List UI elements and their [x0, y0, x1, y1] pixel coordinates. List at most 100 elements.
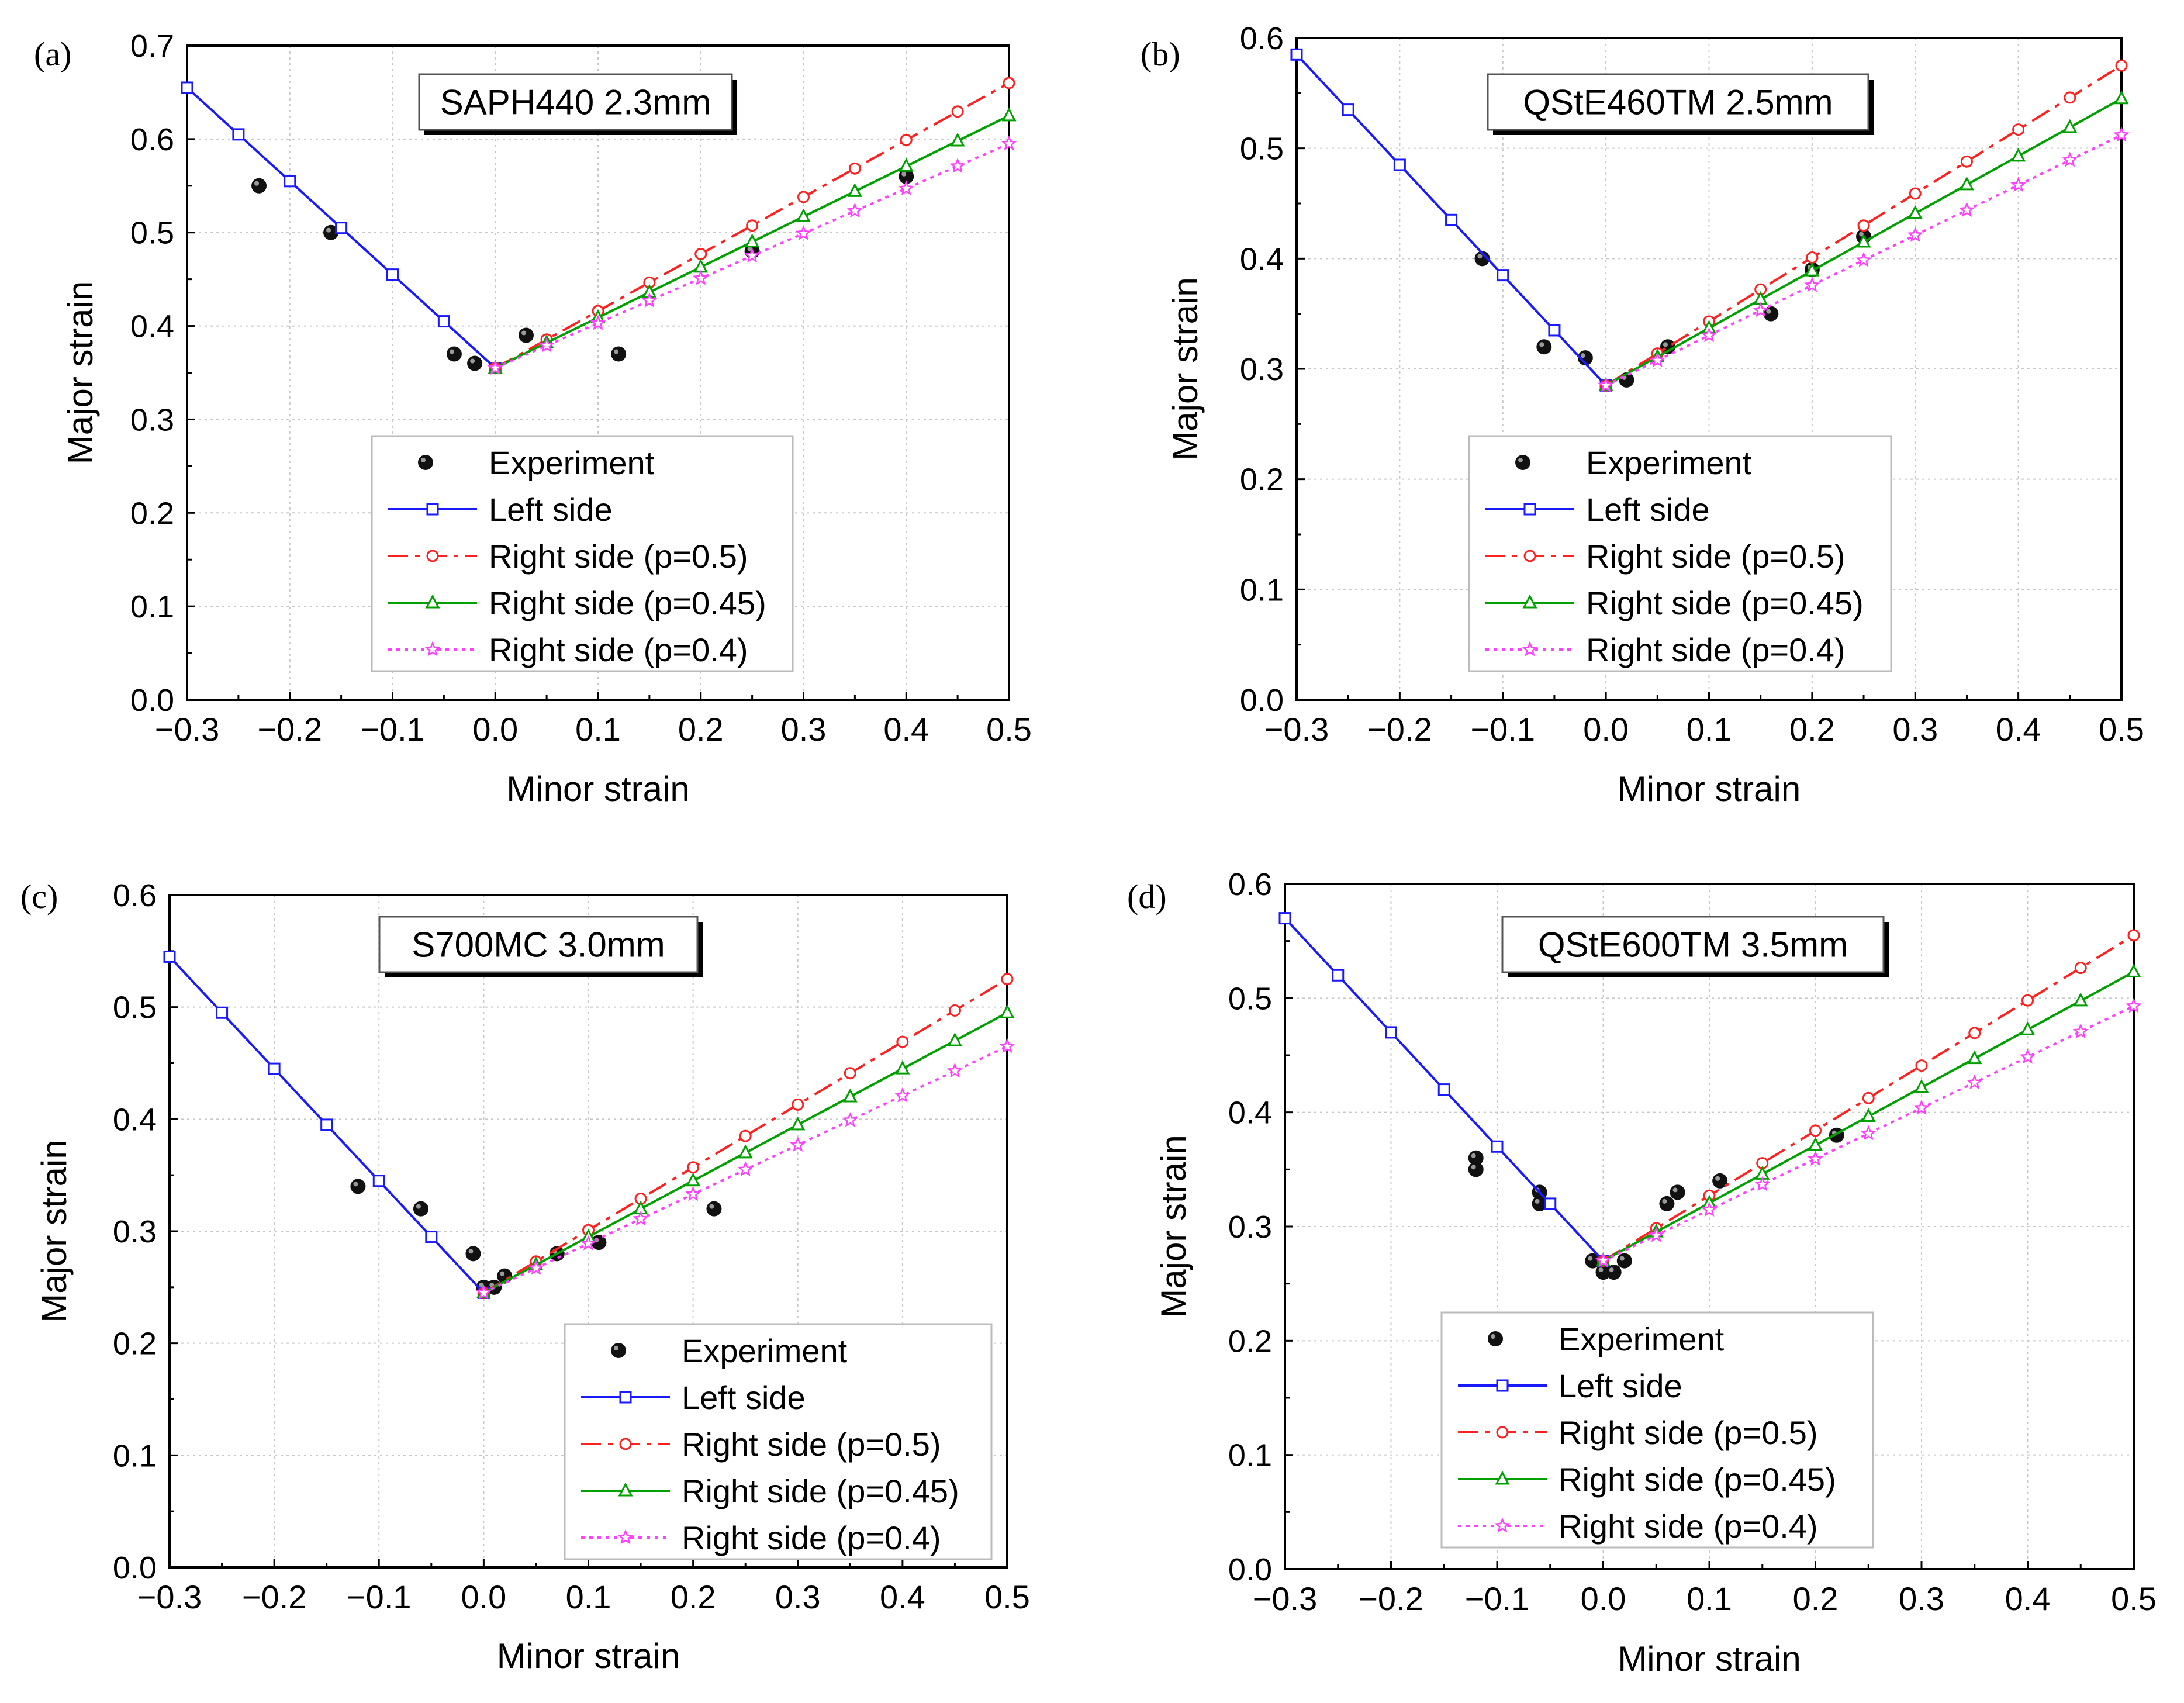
series-marker-p04	[528, 1260, 544, 1275]
series-marker-p04	[1913, 1099, 1930, 1115]
x-axis-label: Minor strain	[1618, 769, 1801, 809]
series-marker-p045	[1000, 1004, 1015, 1018]
legend-symbol	[619, 1391, 632, 1404]
y-tick-label: 0.2	[130, 496, 174, 531]
experiment-point-highlight	[1580, 353, 1585, 358]
experiment-point-highlight	[1539, 342, 1544, 347]
series-p04	[1598, 126, 2130, 392]
title-box	[1487, 73, 1869, 131]
legend-label: Experiment	[1558, 1321, 1725, 1357]
x-tick-label: 0.3	[775, 1578, 821, 1615]
legend-symbol-highlight	[614, 1346, 618, 1350]
legend-label: Right side (p=0.5)	[489, 538, 748, 575]
series-marker-p04	[846, 202, 863, 218]
experiment-point-highlight	[521, 330, 526, 336]
experiment-point	[467, 355, 483, 371]
series-marker-left	[1548, 324, 1561, 337]
series-marker-p045	[899, 157, 914, 172]
x-tick-label: −0.2	[1367, 711, 1432, 748]
series-left	[1290, 48, 1612, 392]
legend-symbol	[1522, 641, 1538, 657]
series-marker-p05	[687, 1161, 700, 1174]
legend-label: Right side (p=0.4)	[682, 1519, 941, 1556]
series-marker-p05	[1857, 219, 1870, 232]
legend-label: Right side (p=0.45)	[1558, 1461, 1836, 1498]
x-tick-label: 0.5	[2099, 711, 2144, 748]
legend-item: Right side (p=0.4)	[1458, 1508, 1818, 1545]
series-marker-p04	[737, 1161, 754, 1177]
series-marker-left	[1491, 1140, 1504, 1153]
series-marker-p05	[1915, 1059, 1928, 1072]
legend-symbol	[1515, 455, 1530, 470]
legend-symbol-highlight	[1491, 1334, 1495, 1339]
series-marker-p04	[1967, 1074, 1983, 1090]
y-tick-label: 0.0	[1228, 1552, 1272, 1587]
chart-panel-1: (a) −0.3 −0.2 −0.1 0.0 0.1 0.2 0.3 0.4 0.5 0.0 0.1 0…	[34, 29, 1032, 809]
legend-label: Right side (p=0.5)	[682, 1426, 941, 1463]
experiment-point	[1468, 1162, 1484, 1177]
experiment-point-highlight	[1672, 1187, 1678, 1193]
legend-symbol	[1523, 550, 1536, 562]
x-tick-label: 0.2	[671, 1578, 716, 1615]
legend-symbol	[611, 1343, 626, 1358]
x-tick-label: 0.0	[461, 1578, 506, 1615]
series-marker-p04	[744, 247, 761, 263]
x-tick-label: 0.1	[1687, 1580, 1732, 1617]
experiment-point-highlight	[709, 1204, 714, 1209]
series-marker-p05	[900, 133, 913, 146]
legend-symbol	[426, 503, 439, 516]
x-axis-label: Minor strain	[506, 769, 689, 809]
legend-symbol	[425, 594, 440, 609]
series-marker-left	[1544, 1197, 1557, 1210]
y-axis-label: Major strain	[34, 1139, 74, 1322]
series-marker-p045	[1967, 1050, 1982, 1065]
legend-item: Right side (p=0.45)	[388, 585, 766, 621]
y-tick-label: 0.3	[130, 402, 174, 437]
series-marker-p045	[1907, 205, 1923, 219]
experiment-point-highlight	[254, 181, 260, 186]
axis-ticks: −0.3 −0.2 −0.1 0.0 0.1 0.2 0.3 0.4 0.5 0.0 0.1 0.2 0…	[1228, 867, 2157, 1617]
experiment-point	[611, 346, 627, 362]
series-marker-left	[1290, 48, 1303, 61]
series-marker-left	[284, 175, 296, 188]
legend-symbol	[1495, 1470, 1510, 1485]
experiment-point	[251, 178, 267, 194]
series-marker-p045	[790, 1116, 806, 1131]
experiment-point	[413, 1201, 428, 1217]
panel-label: (d)	[1127, 878, 1167, 916]
y-tick-label: 0.6	[113, 878, 157, 913]
series-marker-left	[437, 315, 450, 328]
x-tick-label: 0.5	[984, 1578, 1030, 1615]
y-tick-label: 0.2	[113, 1327, 157, 1362]
legend-item: Left side	[1485, 491, 1710, 528]
series-marker-p045	[796, 208, 811, 223]
axis-ticks: −0.3 −0.2 −0.1 0.0 0.1 0.2 0.3 0.4 0.5 0.0 0.1 0.2 0…	[1240, 21, 2144, 748]
x-tick-label: 0.5	[2111, 1580, 2157, 1617]
y-tick-label: 0.6	[130, 122, 174, 157]
legend-label: Left side	[1586, 491, 1710, 528]
series-marker-p04	[1595, 1252, 1612, 1268]
x-tick-label: −0.3	[1253, 1580, 1318, 1617]
legend-item: Experiment	[1488, 1321, 1725, 1357]
x-tick-label: −0.2	[257, 711, 322, 748]
experiment-point-highlight	[1766, 309, 1771, 314]
series-marker-p05	[2021, 994, 2034, 1007]
series-marker-left	[335, 222, 348, 234]
series-marker-p04	[641, 292, 658, 308]
series-marker-p04	[898, 180, 914, 196]
y-tick-label: 0.6	[1228, 867, 1272, 902]
experiment-point-highlight	[468, 1249, 474, 1254]
series-marker-p04	[590, 315, 606, 330]
series-marker-p04	[1754, 1176, 1771, 1191]
series-marker-p04	[580, 1235, 597, 1251]
y-tick-label: 0.5	[113, 990, 157, 1025]
series-marker-p04	[538, 337, 555, 353]
series-marker-p045	[1959, 176, 1974, 191]
x-tick-label: −0.3	[155, 711, 220, 748]
x-tick-label: 0.1	[575, 711, 621, 748]
series-marker-p05	[1001, 973, 1014, 986]
series-marker-p04	[2126, 997, 2142, 1013]
series-marker-p045	[1808, 1137, 1823, 1151]
experiment-point	[1670, 1184, 1685, 1200]
series-marker-p04	[633, 1210, 649, 1226]
